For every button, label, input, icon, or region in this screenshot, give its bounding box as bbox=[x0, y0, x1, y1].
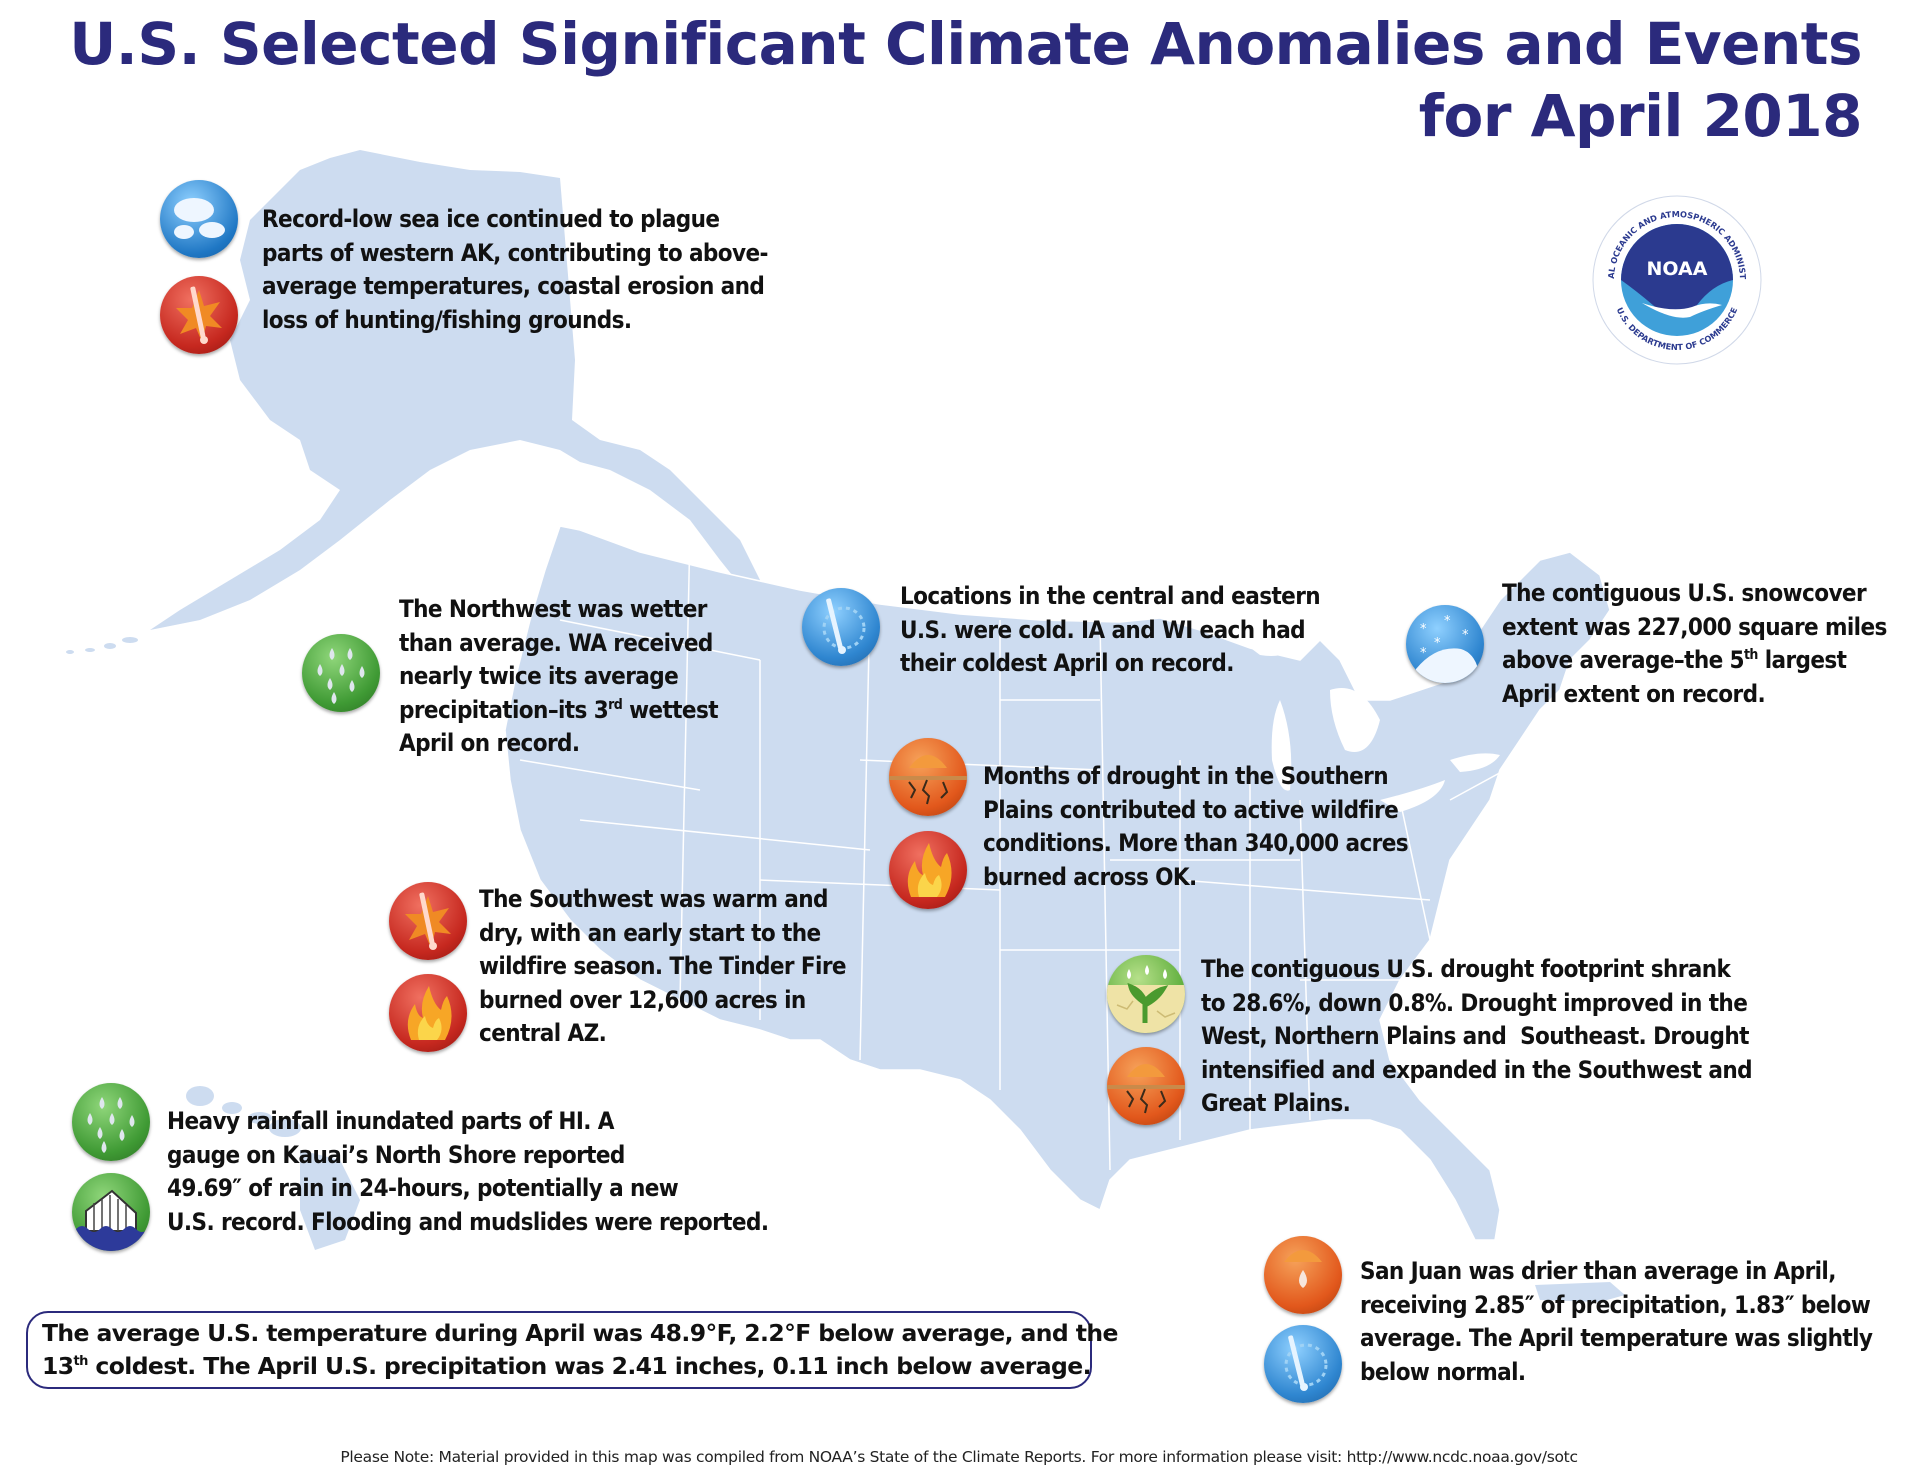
sea-ice-icon bbox=[160, 180, 238, 258]
note-text: above average–the 5 bbox=[1502, 646, 1745, 674]
note-line: nearly twice its average bbox=[399, 662, 679, 690]
note-line: gauge on Kauai’s North Shore reported bbox=[167, 1140, 625, 1169]
rain-drops-icon bbox=[302, 634, 380, 712]
note-line: to 28.6%, down 0.8%. Drought improved in… bbox=[1201, 988, 1748, 1017]
note-line: Great Plains. bbox=[1201, 1089, 1351, 1117]
warm-thermometer-icon bbox=[160, 276, 238, 354]
noaa-logo: NATIONAL OCEANIC AND ATMOSPHERIC ADMINIS… bbox=[1592, 195, 1762, 365]
state-borders bbox=[519, 529, 1561, 1171]
note-line: 49.69″ of rain in 24-hours, potentially … bbox=[167, 1174, 679, 1202]
note-line: The Southwest was warm and bbox=[479, 885, 828, 913]
svg-text:*: * bbox=[1434, 636, 1441, 651]
wildfire-icon bbox=[389, 974, 467, 1052]
cold-thermometer-icon bbox=[1264, 1325, 1342, 1403]
logo-sky bbox=[1621, 224, 1733, 317]
note-line: The contiguous U.S. snowcover bbox=[1502, 579, 1867, 607]
note-line: April extent on record. bbox=[1502, 679, 1766, 708]
note-line: than average. WA received bbox=[399, 628, 713, 657]
ordinal-suffix: rd bbox=[608, 696, 623, 713]
note-line: precipitation–its 3rd wettest bbox=[399, 694, 719, 728]
title-line-1: U.S. Selected Significant Climate Anomal… bbox=[69, 10, 1862, 78]
note-line: dry, with an early start to the bbox=[479, 918, 821, 947]
note-line: intensified and expanded in the Southwes… bbox=[1201, 1055, 1753, 1084]
warm-thermometer-icon bbox=[389, 882, 467, 960]
alaska-shape bbox=[150, 150, 760, 630]
flooding-icon bbox=[72, 1173, 150, 1251]
note-alaska: Record-low sea ice continued to plague p… bbox=[262, 203, 769, 337]
ordinal-suffix: th bbox=[73, 1354, 89, 1370]
note-line: The Northwest was wetter bbox=[399, 595, 707, 623]
note-text: wettest bbox=[622, 695, 718, 724]
note-text: largest bbox=[1757, 646, 1847, 674]
hawaii-islands bbox=[186, 1086, 360, 1250]
note-line: wildfire season. The Tinder Fire bbox=[479, 952, 847, 980]
note-line: central AZ. bbox=[479, 1019, 607, 1047]
note-line: Months of drought in the Southern bbox=[983, 762, 1389, 790]
summary-line-2: 13th coldest. The April U.S. precipitati… bbox=[42, 1350, 1092, 1383]
ordinal-suffix: th bbox=[1743, 647, 1758, 663]
note-line: Heavy rainfall inundated parts of HI. A bbox=[167, 1107, 615, 1135]
title-line-2: for April 2018 bbox=[1418, 82, 1863, 150]
note-line: Locations in the central and eastern bbox=[900, 582, 1321, 610]
summary-rank: 13 bbox=[42, 1352, 74, 1380]
note-line: loss of hunting/fishing grounds. bbox=[262, 305, 632, 334]
note-line: The contiguous U.S. drought footprint sh… bbox=[1201, 955, 1731, 983]
note-line: burned across OK. bbox=[983, 862, 1197, 891]
wildfire-icon bbox=[889, 831, 967, 909]
logo-bird bbox=[1642, 303, 1722, 318]
note-snowcover: The contiguous U.S. snowcover extent was… bbox=[1502, 577, 1887, 711]
note-southwest: The Southwest was warm and dry, with an … bbox=[479, 883, 847, 1051]
note-line: receiving 2.85″ of precipitation, 1.83″ … bbox=[1360, 1290, 1871, 1319]
note-line: Plains contributed to active wildfire bbox=[983, 795, 1399, 824]
dry-drop-icon bbox=[1264, 1236, 1342, 1314]
svg-text:*: * bbox=[1420, 622, 1427, 637]
drought-icon bbox=[1107, 1047, 1185, 1125]
note-central-east: Locations in the central and eastern U.S… bbox=[900, 580, 1321, 681]
great-lakes bbox=[1240, 630, 1500, 812]
note-line: parts of western AK, contributing to abo… bbox=[262, 238, 769, 267]
note-text: precipitation–its 3 bbox=[399, 695, 609, 724]
note-line: their coldest April on record. bbox=[900, 649, 1234, 677]
note-line: Record-low sea ice continued to plague bbox=[262, 205, 720, 233]
note-northwest: The Northwest was wetter than average. W… bbox=[399, 593, 719, 761]
note-line: burned over 12,600 acres in bbox=[479, 985, 806, 1014]
note-line: San Juan was drier than average in April… bbox=[1360, 1257, 1836, 1285]
svg-text:*: * bbox=[1444, 614, 1451, 629]
summary-text: coldest. The April U.S. precipitation wa… bbox=[87, 1352, 1091, 1380]
svg-text:*: * bbox=[1420, 646, 1427, 661]
note-line: above average–the 5th largest bbox=[1502, 644, 1887, 678]
note-line: U.S. were cold. IA and WI each had bbox=[900, 615, 1306, 644]
svg-text:*: * bbox=[1462, 628, 1469, 643]
snow-icon: * * * * * bbox=[1406, 605, 1484, 683]
logo-wordmark: NOAA bbox=[1647, 258, 1708, 280]
note-line: average temperatures, coastal erosion an… bbox=[262, 272, 765, 300]
summary-box: The average U.S. temperature during Apri… bbox=[26, 1311, 1118, 1389]
note-line: average. The April temperature was sligh… bbox=[1360, 1324, 1873, 1352]
note-drought-footprint: The contiguous U.S. drought footprint sh… bbox=[1201, 953, 1753, 1121]
puerto-rico-shape bbox=[1535, 1282, 1625, 1302]
note-line: April on record. bbox=[399, 729, 580, 757]
aleutian-islands bbox=[66, 637, 138, 654]
note-line: below normal. bbox=[1360, 1357, 1526, 1386]
note-hawaii: Heavy rainfall inundated parts of HI. A … bbox=[167, 1105, 769, 1239]
footer-note: Please Note: Material provided in this m… bbox=[340, 1448, 1578, 1466]
summary-line-1: The average U.S. temperature during Apri… bbox=[42, 1319, 1118, 1347]
note-san-juan: San Juan was drier than average in April… bbox=[1360, 1255, 1873, 1389]
note-line: extent was 227,000 square miles bbox=[1502, 612, 1887, 641]
note-line: U.S. record. Flooding and mudslides were… bbox=[167, 1207, 769, 1236]
cold-thermometer-icon bbox=[802, 588, 880, 666]
drought-icon bbox=[889, 738, 967, 816]
note-southern-plains: Months of drought in the Southern Plains… bbox=[983, 760, 1409, 894]
drought-improvement-icon bbox=[1107, 955, 1185, 1033]
note-line: conditions. More than 340,000 acres bbox=[983, 829, 1409, 857]
rain-drops-icon bbox=[72, 1083, 150, 1161]
note-line: West, Northern Plains and Southeast. Dro… bbox=[1201, 1022, 1749, 1050]
